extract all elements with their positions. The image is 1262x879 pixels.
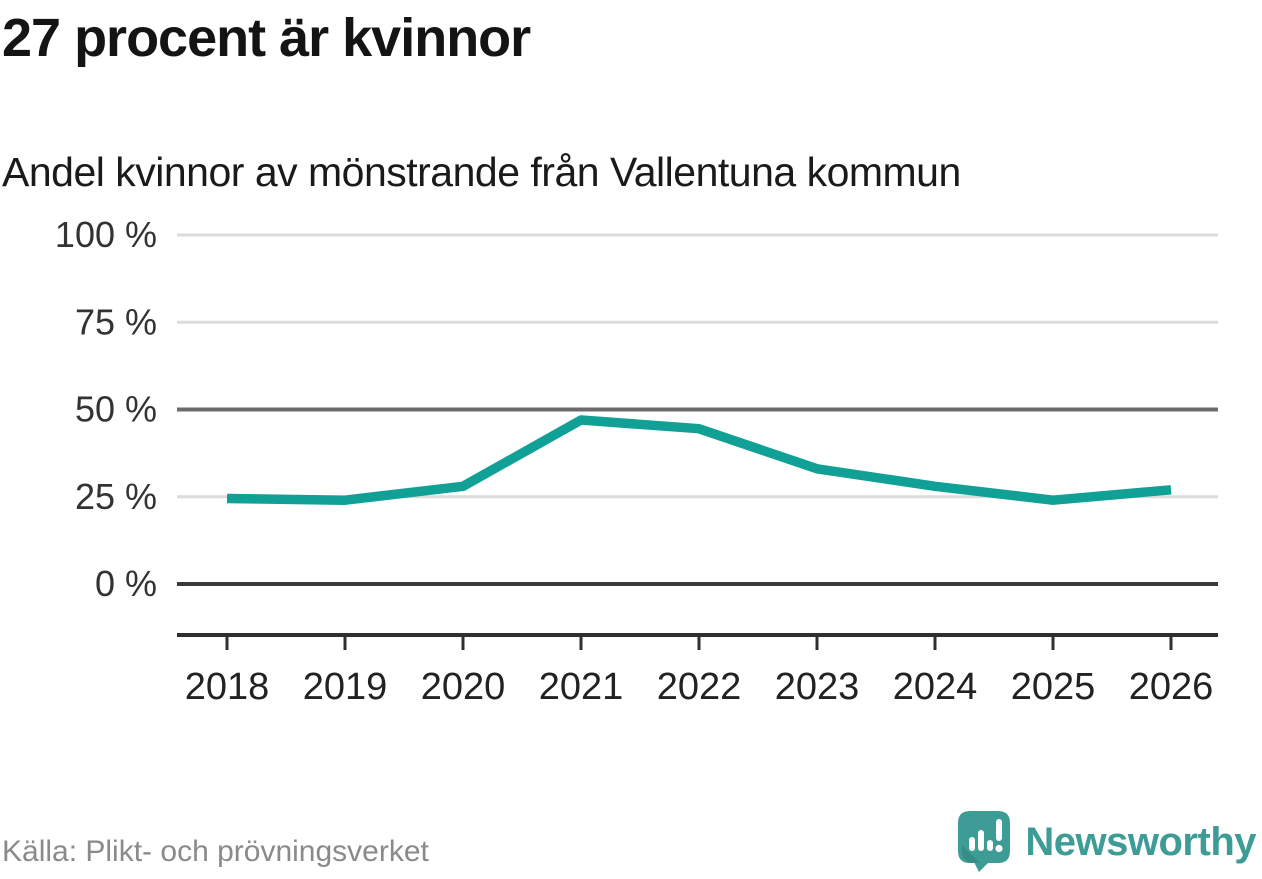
data-line [226,415,1172,505]
x-tick-label-2025: 2025 [1011,666,1096,708]
y-tick-label-100: 100 % [55,214,157,255]
x-tick-label-2023: 2023 [775,666,860,708]
newsworthy-logo-icon [958,811,1011,872]
y-tick-label-0: 0 % [95,563,157,604]
y-tick-label-25: 25 % [75,476,157,517]
page-title: 27 procent är kvinnor [2,8,531,68]
logo-bubble-shade [962,845,981,863]
logo-exclamation-dot-icon [995,844,1003,853]
x-tick-label-2026: 2026 [1129,666,1214,708]
logo-exclamation-stem-icon [996,819,1003,841]
y-tick-label-75: 75 % [75,301,157,342]
x-tick-label-2020: 2020 [421,666,506,708]
chart-subtitle: Andel kvinnor av mönstrande från Vallent… [2,149,961,195]
y-tick-label-50: 50 % [75,389,157,430]
newsworthy-logo: Newsworthy [954,811,1256,873]
logo-bar-icon [969,837,976,851]
x-tick-label-2019: 2019 [303,666,388,708]
line-chart-svg: 0 % 25 % 50 % 75 % 100 % 2018 2019 2020 2021 2022… [55,214,1218,708]
x-tick-label-2021: 2021 [539,666,624,708]
logo-bar-icon [987,840,994,851]
x-tick-label-2024: 2024 [893,666,978,708]
line-chart: 0 % 25 % 50 % 75 % 100 % 2018 2019 2020 2021 2022… [0,210,1262,710]
x-tick-label-2022: 2022 [657,666,742,708]
newsworthy-wordmark: Newsworthy [1025,820,1256,864]
source-note: Källa: Plikt- och prövningsverket [2,835,429,868]
logo-bar-icon [978,830,985,851]
x-tick-label-2018: 2018 [185,666,270,708]
